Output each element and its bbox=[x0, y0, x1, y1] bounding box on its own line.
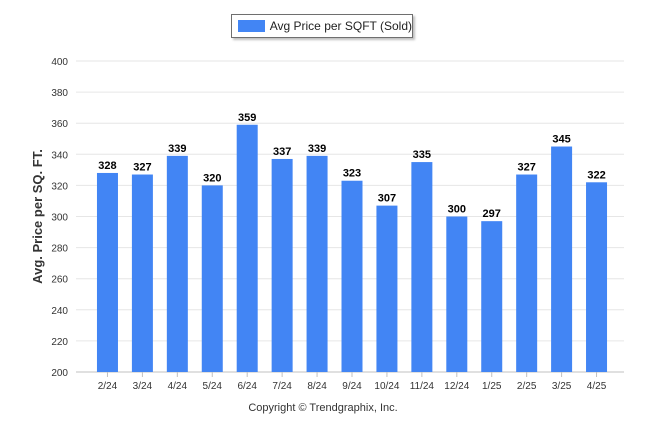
y-tick-label: 260 bbox=[51, 275, 68, 286]
bar bbox=[446, 216, 468, 372]
x-tick-label: 12/24 bbox=[444, 381, 469, 392]
bar-value-label: 323 bbox=[343, 168, 361, 180]
bar-value-label: 328 bbox=[98, 160, 116, 172]
y-tick-label: 360 bbox=[51, 119, 68, 130]
bar-value-label: 300 bbox=[448, 204, 466, 216]
x-tick-label: 3/24 bbox=[133, 381, 153, 392]
bar bbox=[306, 155, 328, 372]
bar bbox=[481, 221, 503, 372]
bar-value-label: 327 bbox=[517, 162, 535, 174]
x-tick-label: 2/25 bbox=[517, 381, 537, 392]
x-tick-label: 5/24 bbox=[203, 381, 223, 392]
bar-value-label: 337 bbox=[273, 146, 291, 158]
legend-swatch bbox=[238, 20, 265, 32]
y-tick-label: 200 bbox=[51, 368, 68, 379]
y-tick-label: 220 bbox=[51, 337, 68, 348]
copyright-text: Copyright © Trendgraphix, Inc. bbox=[248, 402, 398, 414]
bar-value-label: 335 bbox=[413, 149, 431, 161]
x-tick-label: 4/24 bbox=[168, 381, 188, 392]
x-tick-label: 2/24 bbox=[98, 381, 118, 392]
bar bbox=[96, 172, 118, 372]
bar bbox=[411, 162, 433, 372]
bar bbox=[516, 174, 538, 372]
bar bbox=[376, 205, 398, 372]
bar bbox=[236, 124, 258, 372]
x-tick-label: 6/24 bbox=[237, 381, 257, 392]
y-tick-label: 300 bbox=[51, 213, 68, 224]
bar-value-label: 345 bbox=[552, 134, 570, 146]
legend-label: Avg Price per SQFT (Sold) bbox=[269, 19, 412, 33]
bar bbox=[201, 185, 223, 372]
y-tick-label: 320 bbox=[51, 181, 68, 192]
x-tick-label: 7/24 bbox=[272, 381, 292, 392]
y-tick-label: 400 bbox=[51, 57, 68, 68]
bar-value-label: 327 bbox=[133, 162, 151, 174]
bar bbox=[131, 174, 153, 372]
bar bbox=[166, 155, 188, 372]
y-axis-title: Avg. Price per SQ. FT. bbox=[30, 149, 45, 284]
bar-value-label: 297 bbox=[483, 208, 501, 220]
y-tick-label: 280 bbox=[51, 244, 68, 255]
x-tick-label: 1/25 bbox=[482, 381, 502, 392]
y-tick-label: 340 bbox=[51, 150, 68, 161]
x-tick-label: 4/25 bbox=[587, 381, 607, 392]
bar bbox=[586, 182, 608, 372]
bar-value-label: 339 bbox=[168, 143, 186, 155]
bar-value-label: 307 bbox=[378, 193, 396, 205]
bar bbox=[341, 180, 363, 372]
bar bbox=[271, 158, 293, 372]
y-tick-label: 380 bbox=[51, 88, 68, 99]
x-tick-label: 11/24 bbox=[410, 381, 435, 392]
x-tick-label: 3/25 bbox=[552, 381, 572, 392]
x-tick-label: 10/24 bbox=[374, 381, 399, 392]
x-tick-label: 9/24 bbox=[342, 381, 362, 392]
bar-value-label: 322 bbox=[587, 169, 605, 181]
bar-value-label: 359 bbox=[238, 112, 256, 124]
bar-value-label: 339 bbox=[308, 143, 326, 155]
bar-value-label: 320 bbox=[203, 172, 221, 184]
x-tick-label: 8/24 bbox=[307, 381, 327, 392]
bar bbox=[551, 146, 573, 372]
chart-legend[interactable]: Avg Price per SQFT (Sold) bbox=[231, 14, 413, 38]
y-tick-label: 240 bbox=[51, 306, 68, 317]
